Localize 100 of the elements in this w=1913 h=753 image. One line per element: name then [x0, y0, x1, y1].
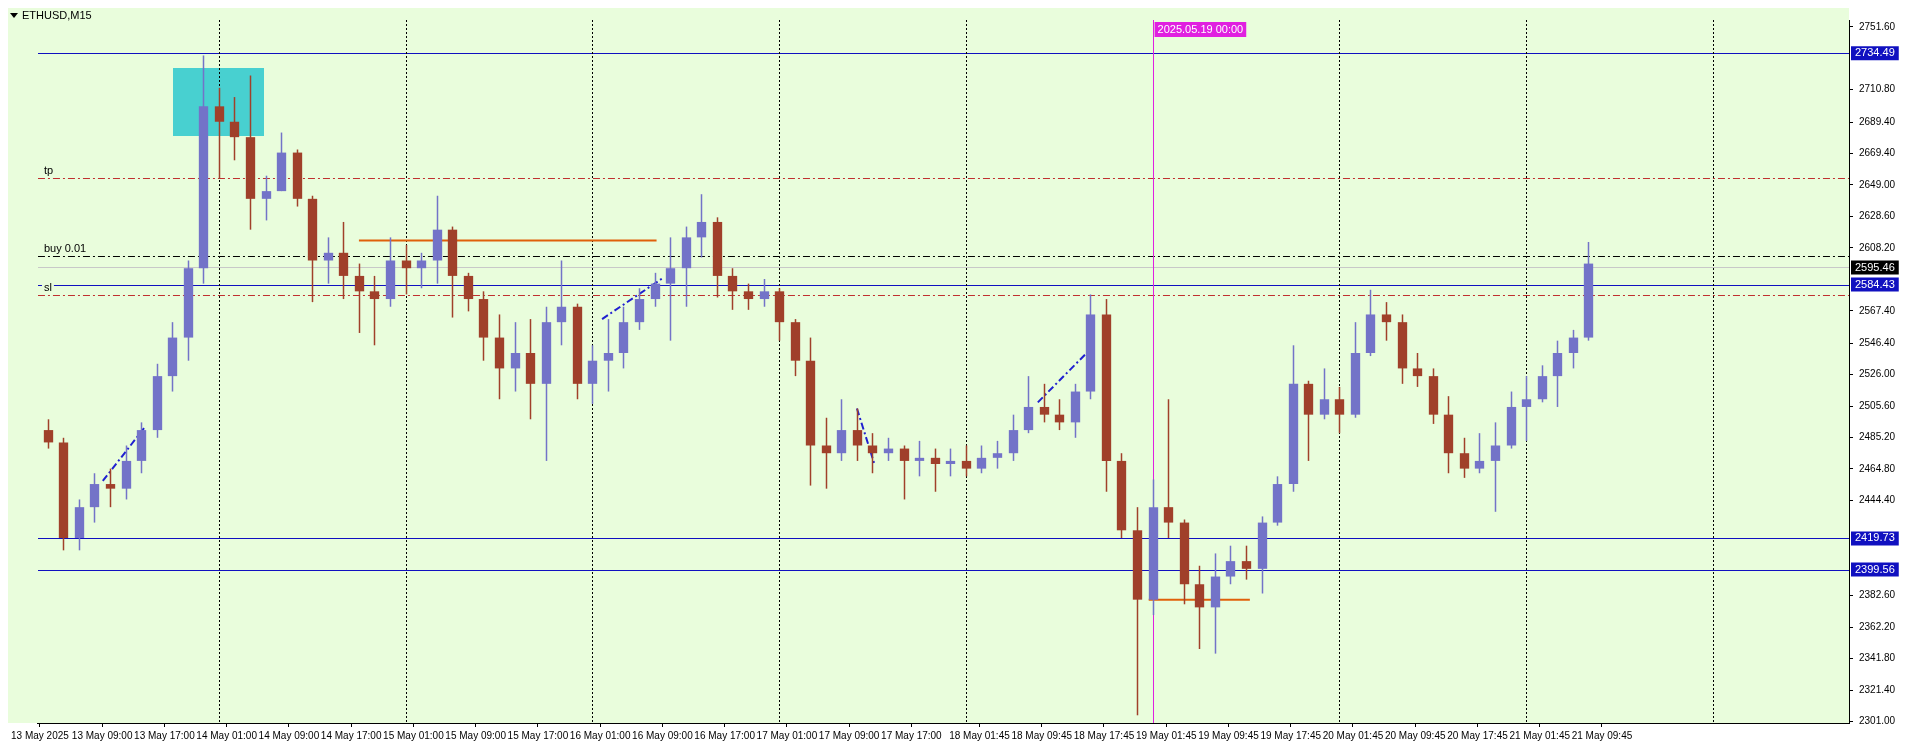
ref-line-label: 2419.73 — [1855, 531, 1895, 544]
x-tick-label: 20 May 09:45 — [1384, 729, 1446, 741]
candlestick — [1023, 375, 1034, 434]
candlestick — [1225, 544, 1236, 585]
y-tick-label: 2751.60 — [1859, 20, 1896, 32]
candlestick — [976, 444, 987, 474]
x-tick-label: 18 May 09:45 — [1011, 729, 1073, 741]
y-tick-label: 2526.00 — [1859, 368, 1896, 380]
candlestick — [665, 236, 676, 342]
candlestick — [650, 272, 661, 308]
x-tick-label: 13 May 2025 — [10, 729, 70, 741]
candlestick — [1381, 301, 1392, 342]
candlestick — [1241, 544, 1252, 581]
x-tick-label: 20 May 01:45 — [1322, 729, 1384, 741]
candlestick — [1334, 386, 1345, 434]
candlestick — [510, 321, 521, 393]
candlestick — [1490, 421, 1501, 513]
x-tick-label: 16 May 01:00 — [569, 729, 631, 741]
candlestick — [587, 344, 598, 405]
y-tick-label: 2608.20 — [1859, 241, 1896, 253]
x-tick-label: 17 May 17:00 — [881, 729, 943, 741]
x-tick-label: 21 May 09:45 — [1571, 729, 1633, 741]
ref-line-label: 2025.05.19 00:00 — [1157, 23, 1244, 36]
ref-line-label: 2595.46 — [1855, 260, 1895, 273]
y-tick-label: 2649.00 — [1859, 178, 1896, 190]
candlestick — [603, 318, 614, 393]
y-tick-label: 2382.60 — [1859, 589, 1896, 601]
y-tick-label: 2485.20 — [1859, 431, 1896, 443]
candlestick — [354, 262, 365, 334]
x-tick-label: 14 May 01:00 — [196, 729, 258, 741]
ref-line-label: 2734.49 — [1855, 46, 1895, 59]
chart-title: ETHUSD,M15 — [22, 9, 92, 21]
y-tick-label: 2628.60 — [1859, 210, 1896, 222]
ref-line-label: 2399.56 — [1855, 562, 1895, 575]
candlestick — [1412, 352, 1423, 388]
y-tick-label: 2464.80 — [1859, 462, 1896, 474]
candlestick — [852, 407, 863, 462]
candlestick — [463, 272, 474, 313]
y-tick-label: 2669.40 — [1859, 147, 1896, 159]
candlestick — [105, 467, 116, 508]
x-tick-label: 19 May 17:45 — [1260, 729, 1322, 741]
candlestick — [836, 398, 847, 462]
ref-line-label: tp — [43, 163, 54, 176]
candlestick — [743, 282, 754, 311]
candlestick — [229, 96, 240, 162]
x-tick-label: 14 May 17:00 — [320, 729, 382, 741]
candlestick — [1568, 329, 1579, 370]
candlestick — [369, 275, 380, 347]
candlestick — [1474, 432, 1485, 474]
candlestick — [961, 444, 972, 478]
x-tick-label: 19 May 01:45 — [1135, 729, 1197, 741]
y-tick-label: 2710.80 — [1859, 83, 1896, 95]
y-tick-label: 2546.40 — [1859, 336, 1896, 348]
candlestick — [214, 87, 225, 180]
y-tick-label: 2689.40 — [1859, 116, 1896, 128]
y-tick-label: 2321.40 — [1859, 683, 1896, 695]
candlestick — [759, 278, 770, 308]
candlestick — [556, 259, 567, 347]
candlestick — [338, 221, 349, 300]
y-tick-label: 2444.40 — [1859, 494, 1896, 506]
y-tick-label: 2362.20 — [1859, 620, 1896, 632]
candlestick — [992, 440, 1003, 470]
candlestick — [914, 440, 925, 478]
candlestick — [261, 174, 272, 222]
ref-line-label: buy 0.01 — [43, 241, 87, 254]
x-tick-label: 15 May 09:00 — [445, 729, 507, 741]
candlestick — [1459, 437, 1470, 479]
candlestick — [1537, 364, 1548, 404]
y-tick-label: 2301.00 — [1859, 715, 1896, 727]
candlestick — [634, 287, 645, 331]
candlestick — [945, 447, 956, 478]
candlestick — [323, 236, 334, 285]
candlestick — [1319, 367, 1330, 421]
x-tick-label: 19 May 09:45 — [1198, 729, 1260, 741]
candlestick — [727, 267, 738, 311]
x-tick-label: 14 May 09:00 — [258, 729, 320, 741]
x-tick-label: 15 May 17:00 — [507, 729, 569, 741]
y-tick-label: 2505.60 — [1859, 399, 1896, 411]
y-tick-label: 2567.40 — [1859, 304, 1896, 316]
candlestick — [696, 193, 707, 259]
ref-line-label: 2584.43 — [1855, 277, 1895, 290]
candlestick — [899, 444, 910, 501]
candlestick — [930, 447, 941, 493]
x-tick-label: 16 May 09:00 — [632, 729, 694, 741]
candlestick — [1552, 339, 1563, 408]
x-tick-label: 15 May 01:00 — [383, 729, 445, 741]
x-tick-label: 16 May 17:00 — [694, 729, 756, 741]
candlestick — [1008, 413, 1019, 462]
x-tick-label: 17 May 09:00 — [818, 729, 880, 741]
candlestick — [1194, 565, 1205, 650]
x-tick-label: 13 May 17:00 — [134, 729, 196, 741]
x-tick-label: 13 May 09:00 — [71, 729, 133, 741]
candlestick — [43, 418, 54, 450]
ref-line-label: sl — [43, 280, 52, 293]
y-tick-label: 2341.80 — [1859, 652, 1896, 664]
x-tick-label: 20 May 17:45 — [1447, 729, 1509, 741]
x-tick-label: 18 May 01:45 — [949, 729, 1011, 741]
candlestick — [1521, 375, 1532, 442]
x-tick-label: 18 May 17:45 — [1073, 729, 1135, 741]
candlestick — [1039, 383, 1050, 424]
